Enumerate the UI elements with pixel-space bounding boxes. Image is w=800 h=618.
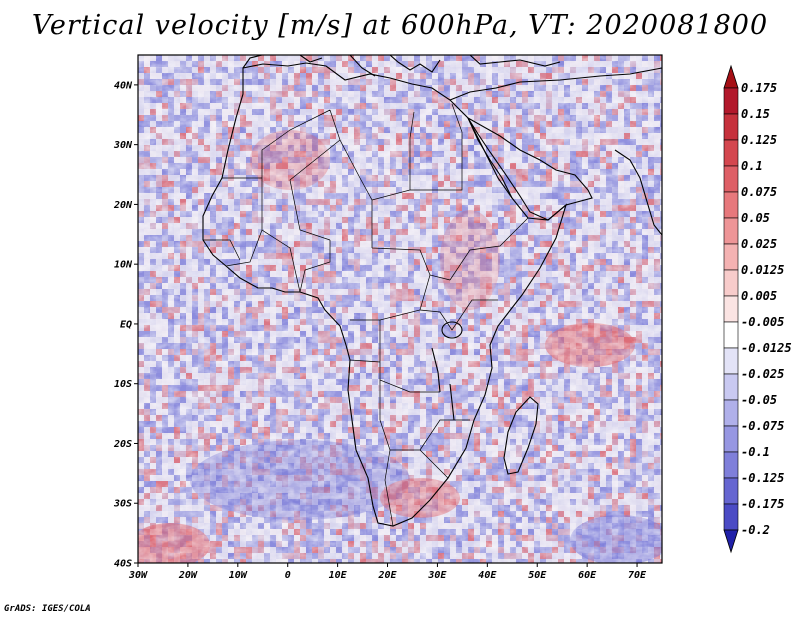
chart-title: Vertical velocity [m/s] at 600hPa, VT: 2…	[31, 10, 769, 41]
